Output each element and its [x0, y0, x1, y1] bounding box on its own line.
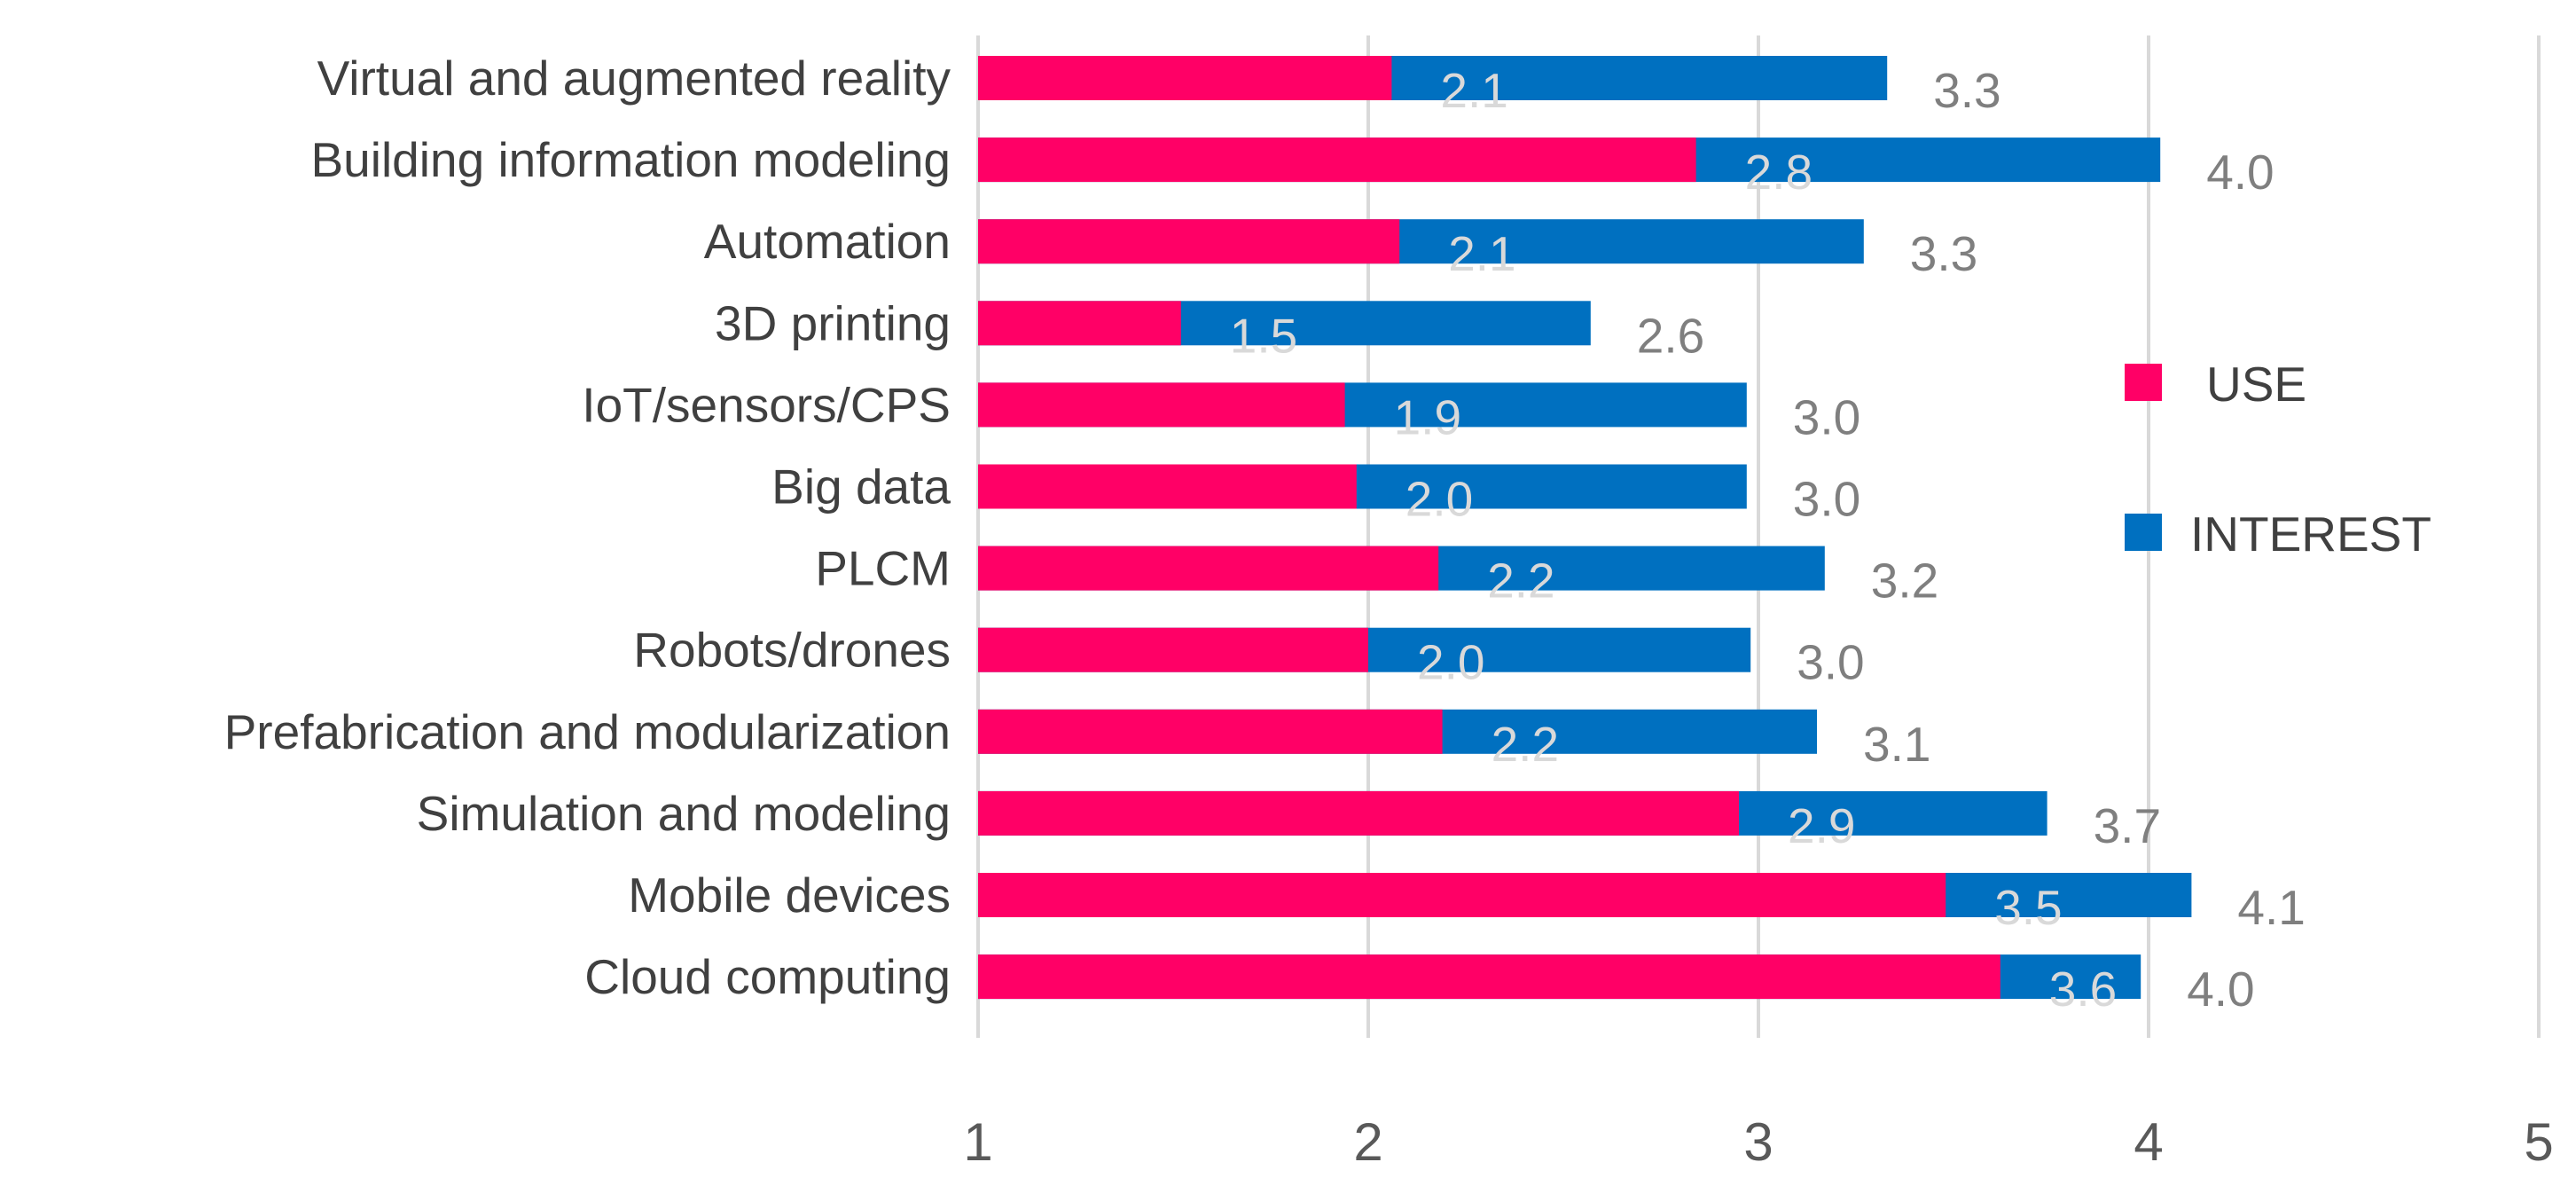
category-label: Virtual and augmented reality — [317, 51, 951, 106]
x-tick-label: 4 — [2134, 1112, 2163, 1172]
interest-value-label: 4.0 — [2187, 962, 2254, 1017]
category-label: IoT/sensors/CPS — [582, 377, 951, 432]
category-label: Prefabrication and modularization — [224, 704, 951, 759]
category-label: Robots/drones — [633, 623, 951, 678]
use-bar — [978, 301, 1181, 346]
use-bar — [978, 709, 1443, 754]
use-value-label: 2.1 — [1440, 63, 1507, 118]
use-bar — [978, 382, 1345, 428]
use-bar — [978, 627, 1368, 672]
legend-label-use: USE — [2206, 357, 2306, 412]
category-labels: Virtual and augmented reality Building in… — [224, 51, 951, 1004]
interest-value-label: 3.2 — [1871, 554, 1938, 609]
interest-value-label: 4.1 — [2237, 880, 2305, 935]
interest-value-label: 4.0 — [2206, 145, 2274, 200]
use-value-label: 3.6 — [2049, 962, 2117, 1017]
legend-swatch-interest — [2125, 514, 2162, 551]
x-axis-tick-labels: 1 2 3 4 5 — [963, 1112, 2553, 1172]
use-bar — [978, 137, 1696, 183]
use-value-label: 2.8 — [1745, 145, 1813, 200]
interest-value-label: 3.1 — [1863, 717, 1930, 772]
use-bar — [978, 464, 1357, 509]
value-labels: 2.1 3.3 2.8 4.0 2.1 3.3 1.5 2.6 1.9 3.0 2.0 3.0 2.2 3… — [1230, 63, 2306, 1017]
category-label: Automation — [704, 214, 951, 269]
x-tick-label: 2 — [1353, 1112, 1382, 1172]
bars — [978, 56, 2192, 1000]
use-value-label: 2.0 — [1405, 472, 1473, 527]
use-value-label: 3.5 — [1994, 880, 2062, 935]
use-value-label: 2.9 — [1788, 798, 1855, 853]
use-bar — [978, 873, 1946, 917]
use-value-label: 1.5 — [1230, 308, 1297, 363]
category-label: Cloud computing — [584, 949, 951, 1004]
use-bar — [978, 954, 2001, 1000]
use-value-label: 2.2 — [1487, 554, 1554, 609]
interest-value-label: 3.3 — [1933, 63, 2001, 118]
use-value-label: 2.1 — [1448, 226, 1515, 281]
use-bar — [978, 219, 1400, 264]
use-value-label: 1.9 — [1394, 389, 1461, 444]
interest-value-label: 2.6 — [1637, 308, 1704, 363]
legend: USE INTEREST — [2125, 357, 2431, 562]
category-label: PLCM — [815, 541, 951, 596]
use-value-label: 2.0 — [1417, 635, 1484, 690]
interest-value-label: 3.3 — [1910, 226, 1977, 281]
category-label: Simulation and modeling — [417, 786, 951, 841]
category-label: Big data — [771, 459, 951, 514]
gridlines — [976, 35, 2541, 1038]
interest-value-label: 3.0 — [1793, 472, 1860, 527]
x-tick-label: 3 — [1743, 1112, 1773, 1172]
legend-swatch-use — [2125, 364, 2162, 401]
interest-value-label: 3.7 — [2094, 798, 2161, 853]
x-tick-label: 5 — [2524, 1112, 2553, 1172]
x-tick-label: 1 — [963, 1112, 992, 1172]
use-value-label: 2.2 — [1492, 717, 1559, 772]
category-label: Mobile devices — [628, 868, 951, 923]
use-bar — [978, 546, 1439, 591]
category-label: Building information modeling — [310, 132, 951, 187]
use-bar — [978, 56, 1392, 100]
use-bar — [978, 790, 1739, 836]
interest-value-label: 3.0 — [1793, 389, 1860, 444]
category-label: 3D printing — [715, 295, 951, 350]
interest-value-label: 3.0 — [1797, 635, 1864, 690]
legend-label-interest: INTEREST — [2190, 507, 2431, 562]
